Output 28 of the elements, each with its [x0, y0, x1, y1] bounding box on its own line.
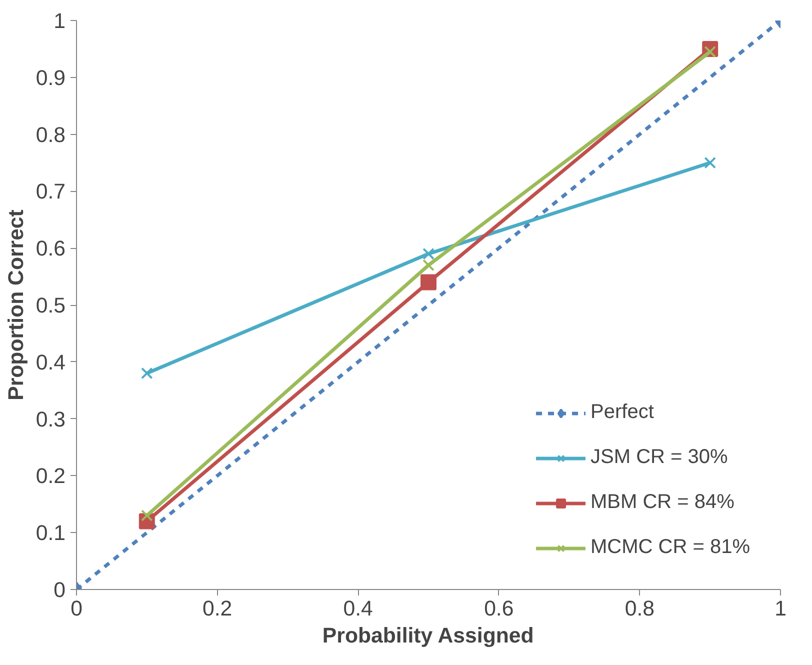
y-tick-label: 0.6 [36, 236, 66, 261]
point [422, 248, 434, 260]
x-tick-label: 1 [774, 596, 786, 620]
point [704, 156, 716, 169]
x-tick-label: 0.8 [624, 596, 655, 620]
x-tick-label: 0.6 [484, 596, 514, 620]
y-axis-title: Proportion Correct [4, 210, 28, 400]
y-tick-label: 0.7 [36, 180, 66, 204]
x-tick-label: 0 [70, 596, 83, 620]
legend-label: MCMC CR = 81% [590, 536, 750, 559]
y-tick-label: 0.1 [36, 521, 66, 546]
y-tick-label: 1 [54, 9, 66, 33]
y-tick-label: 0.9 [36, 66, 66, 90]
y-tick-label: 0.3 [36, 407, 66, 432]
y-tick-label: 0.4 [36, 350, 66, 374]
x-tick-label: 0.2 [202, 596, 232, 620]
point [420, 274, 436, 290]
legend-label: JSM CR = 30% [590, 446, 728, 469]
x-tick-label: 0.4 [343, 596, 374, 620]
legend-label: Perfect [590, 401, 654, 424]
legend-label: MBM CR = 84% [590, 491, 734, 514]
y-tick-label: 0.5 [36, 294, 66, 318]
point [422, 259, 434, 272]
y-tick-label: 0.2 [36, 464, 66, 488]
y-tick-label: 0.8 [36, 122, 66, 147]
x-axis-title: Probability Assigned [322, 624, 534, 648]
point [140, 367, 153, 380]
y-tick-label: 0 [54, 578, 66, 602]
